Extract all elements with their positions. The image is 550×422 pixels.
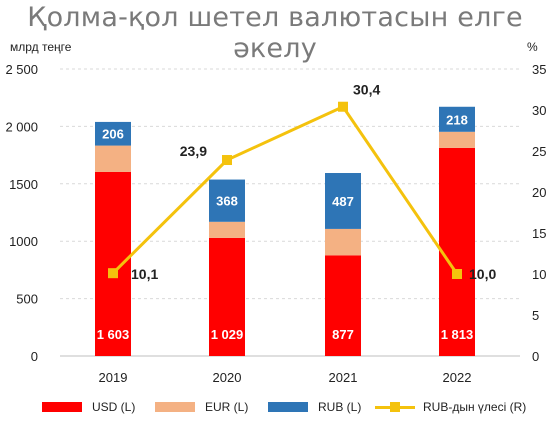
y-right-tick-0: 0 — [532, 349, 539, 364]
data-label-usd-2022: 1 813 — [441, 327, 474, 342]
legend-label-rub-share: RUB-дын үлесі (R) — [423, 400, 527, 414]
legend-line-rub-share — [375, 402, 415, 412]
x-tick-2020: 2020 — [213, 370, 242, 385]
y-right-tick-25: 25 — [532, 144, 546, 159]
bar-eur-2019 — [95, 145, 131, 172]
plot-area: 0 500 1000 1500 2 000 2 500 0 5 10 15 20 25 30 35 1 60… — [5, 62, 546, 385]
bar-eur-2021 — [325, 228, 361, 256]
x-tick-2021: 2021 — [329, 370, 358, 385]
data-label-usd-2019: 1 603 — [97, 327, 130, 342]
y-right-tick-15: 15 — [532, 226, 546, 241]
data-label-rub-share-2021: 30,4 — [353, 82, 380, 98]
y-left-tick-0: 0 — [31, 349, 38, 364]
data-label-rub-2019: 206 — [102, 127, 124, 142]
data-label-usd-2020: 1 029 — [211, 327, 244, 342]
bar-usd-2021 — [325, 255, 361, 356]
data-label-rub-share-2022: 10,0 — [469, 266, 496, 282]
bar-usd-2022 — [439, 147, 475, 356]
data-label-rub-share-2020: 23,9 — [180, 143, 207, 159]
legend-label-usd: USD (L) — [92, 400, 136, 414]
bar-usd-2019 — [95, 171, 131, 356]
bar-rub-2021 — [325, 173, 361, 229]
point-rub-share-2021 — [338, 101, 348, 112]
y-left-tick-2500: 2 500 — [5, 62, 38, 77]
data-label-rub-2020: 368 — [216, 194, 238, 209]
y-right-tick-20: 20 — [532, 185, 546, 200]
right-axis-unit: % — [527, 40, 538, 54]
legend-item-usd: USD (L) — [42, 400, 135, 414]
x-tick-2019: 2019 — [99, 370, 128, 385]
y-right-tick-5: 5 — [532, 308, 539, 323]
legend-label-eur: EUR (L) — [205, 400, 249, 414]
legend-swatch-usd — [42, 402, 82, 412]
y-right-tick-30: 30 — [532, 103, 546, 118]
x-tick-2022: 2022 — [443, 370, 472, 385]
left-axis-unit: млрд теңге — [10, 40, 72, 54]
bar-usd-2020 — [209, 237, 245, 356]
point-rub-share-2022 — [452, 269, 462, 279]
line-rub-share — [111, 104, 459, 275]
chart-title: Қолма-қол шетел валютасын елге әкелу — [27, 2, 523, 64]
bar-eur-2020 — [209, 221, 245, 238]
bar-eur-2022 — [439, 131, 475, 148]
legend: USD (L) EUR (L) RUB (L) RUB-дын үлесі (R… — [0, 400, 550, 420]
data-label-rub-share-2019: 10,1 — [131, 266, 158, 282]
bar-rub-2020 — [209, 179, 245, 222]
legend-swatch-eur — [155, 402, 195, 412]
y-right-tick-10: 10 — [532, 267, 546, 282]
point-rub-share-2019 — [108, 268, 118, 279]
point-rub-share-2020 — [222, 155, 232, 166]
legend-item-rub-share: RUB-дын үлесі (R) — [375, 400, 526, 414]
y-left-tick-500: 500 — [16, 292, 38, 307]
y-left-tick-1500: 1500 — [9, 177, 38, 192]
legend-item-eur: EUR (L) — [155, 400, 248, 414]
legend-swatch-rub — [268, 402, 308, 412]
legend-item-rub: RUB (L) — [268, 400, 361, 414]
bar-rub-2019 — [95, 121, 131, 146]
y-right-tick-35: 35 — [532, 62, 546, 77]
y-left-tick-2000: 2 000 — [5, 119, 38, 134]
y-left-tick-1000: 1000 — [9, 234, 38, 249]
bar-rub-2022 — [439, 106, 475, 132]
data-label-rub-2021: 487 — [332, 194, 354, 209]
data-label-rub-2022: 218 — [446, 112, 468, 127]
legend-label-rub: RUB (L) — [318, 400, 362, 414]
data-label-usd-2021: 877 — [332, 327, 354, 342]
